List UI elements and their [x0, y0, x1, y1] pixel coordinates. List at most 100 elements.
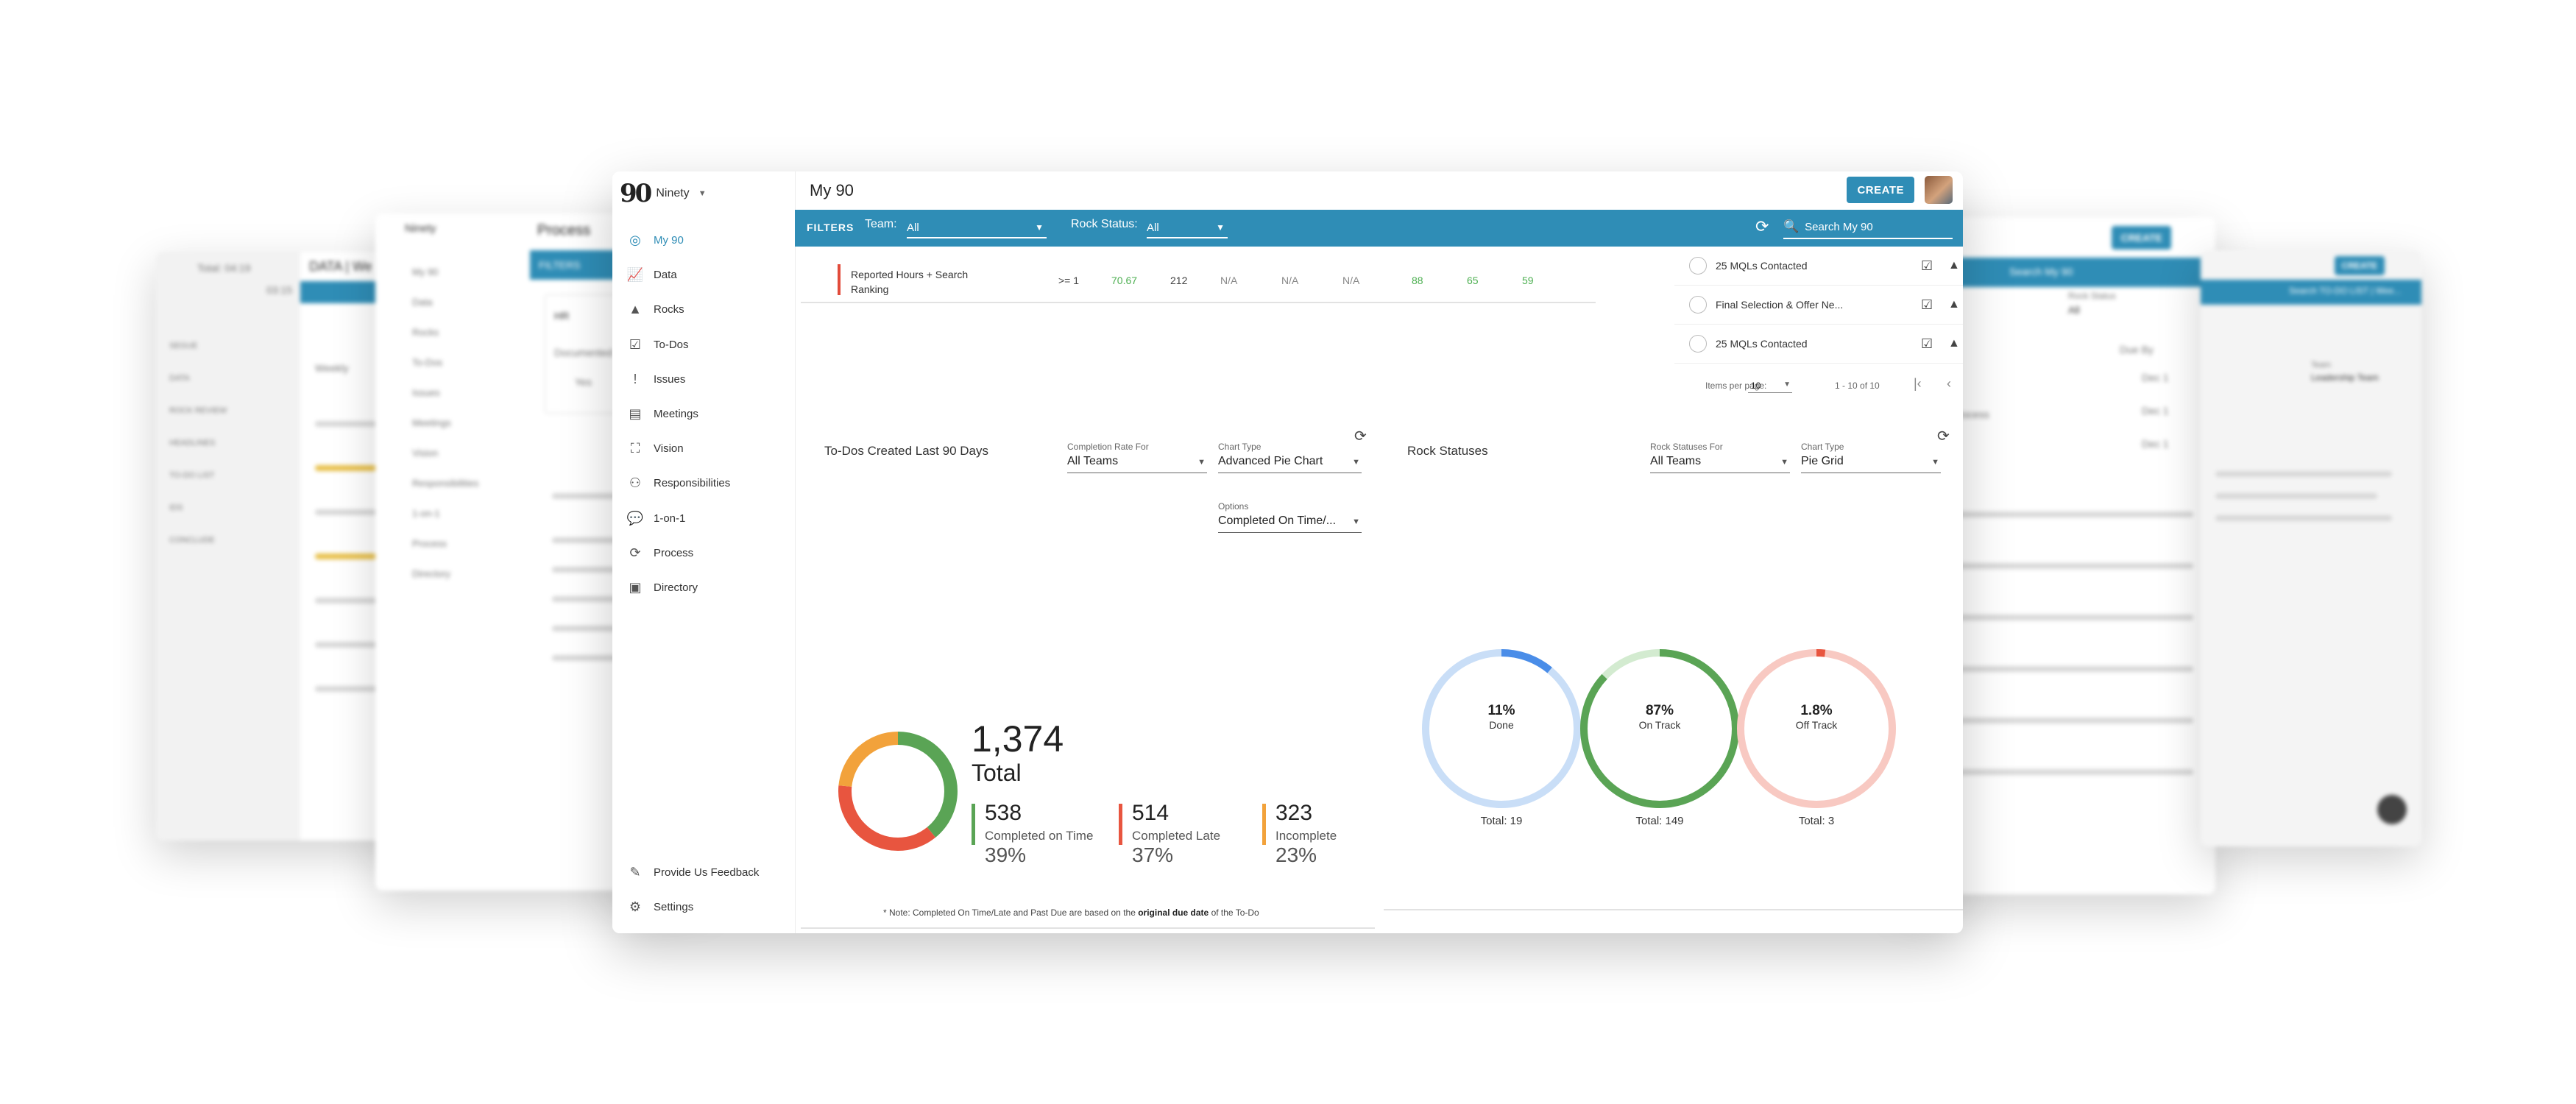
chevron-down-icon: ▼ [1352, 458, 1360, 467]
stat-color-bar [1262, 804, 1266, 845]
complete-circle-icon[interactable] [1689, 335, 1707, 353]
metric-title: Reported Hours + Search Ranking [851, 269, 969, 295]
exclamation-icon: ! [633, 371, 637, 386]
rock-status-ring: 1.8% Off Track Total: 3 [1732, 644, 1901, 827]
bg-due-by: Due By [2120, 344, 2154, 355]
stat-label: Completed on Time [985, 829, 1094, 843]
chevron-down-icon: ▼ [1780, 458, 1788, 467]
prev-page-icon[interactable]: ‹ [1947, 376, 1951, 391]
bg-due-date: Dec 1 [2142, 372, 2169, 383]
meeting-agenda-item: HEADLINES [169, 439, 216, 447]
avatar[interactable] [1925, 176, 1953, 204]
sidebar-item-directory[interactable]: ▣ Directory [612, 570, 795, 605]
ring-label: Off Track [1795, 719, 1838, 731]
metric-value: 88 [1412, 275, 1423, 286]
scorecard-row[interactable]: Reported Hours + Search Ranking >= 1 70.… [838, 261, 1559, 301]
meeting-total: Total: 04:19 [197, 262, 251, 274]
metric-value: 70.67 [1111, 275, 1138, 286]
completion-rate-value: All Teams [1067, 455, 1119, 467]
sidebar-item-responsibilities[interactable]: ⚇ Responsibilities [612, 466, 795, 500]
sidebar-item-label: To-Dos [654, 338, 689, 351]
metric-value: 59 [1522, 275, 1534, 286]
process-nav-item: Process [412, 538, 447, 549]
refresh-icon[interactable]: ⟳ [1937, 428, 1950, 445]
divider [801, 302, 1596, 303]
metric-goal: >= 1 [1058, 275, 1080, 286]
first-page-icon[interactable]: |‹ [1914, 376, 1922, 391]
stat-percent: 37% [1132, 843, 1174, 866]
sidebar-item-settings[interactable]: ⚙ Settings [612, 890, 795, 924]
meeting-agenda-item: SEGUE [169, 342, 198, 350]
sidebar-nav: ◎ My 90 📈 Data ▲ Rocks ☑ To-Dos! Issues ▤ Meetings… [612, 223, 795, 605]
checkbox-icon: ☑ [1921, 297, 1933, 312]
ring-label: On Track [1638, 719, 1681, 731]
process-nav-item: Rocks [412, 327, 439, 338]
sidebar-item-meetings[interactable]: ▤ Meetings [612, 397, 795, 431]
list-item[interactable]: Final Selection & Offer Ne...☑▲Nov 19 [1674, 286, 1963, 325]
mountain-icon: ▲ [1948, 337, 1960, 350]
ring-chart [1737, 649, 1896, 808]
sidebar-item-data[interactable]: 📈 Data [612, 258, 795, 292]
sidebar-item-process[interactable]: ⟳ Process [612, 536, 795, 570]
meeting-agenda-item: CONCLUDE [169, 536, 215, 545]
process-documented: Documented [554, 347, 613, 358]
ring-center-label: 11% Done [1417, 703, 1586, 731]
mountain-icon: ▲ [629, 302, 642, 317]
sidebar-item-vision[interactable]: ⛶ Vision [612, 431, 795, 466]
bg-far-team-label: Team [2311, 361, 2331, 369]
divider [801, 927, 1375, 929]
rock-status-filter-select[interactable]: All ▼ [1147, 218, 1228, 238]
sidebar-item-1-on-1[interactable]: 💬 1-on-1 [612, 501, 795, 536]
todo-chart-type-label: Chart Type [1218, 442, 1262, 452]
process-nav-item: Meetings [412, 417, 451, 428]
process-brand: Ninety [405, 222, 436, 235]
team-filter-select[interactable]: All ▼ [907, 218, 1047, 238]
sidebar-item-my-90[interactable]: ◎ My 90 [612, 223, 795, 258]
main-window: 90 Ninety ▼ ◎ My 90 📈 Data ▲ Rocks ☑ To-Dos! Iss… [612, 171, 1963, 933]
rock-chart-type-select[interactable]: Pie Grid ▼ [1801, 455, 1941, 473]
options-select[interactable]: Completed On Time/... ▼ [1218, 514, 1362, 533]
completion-rate-select[interactable]: All Teams ▼ [1067, 455, 1207, 473]
process-nav-item: Vision [412, 447, 439, 459]
stat-color-bar [972, 804, 975, 845]
ring-percent: 87% [1645, 703, 1674, 718]
create-button[interactable]: CREATE [1847, 177, 1914, 203]
filter-bar: FILTERS Team: All ▼ Rock Status: All ▼ ⟳… [795, 210, 1963, 247]
ninety-logo: 90 [620, 179, 652, 208]
brand-name: Ninety [656, 187, 690, 199]
complete-circle-icon[interactable] [1689, 257, 1707, 275]
dashboard-content: Reported Hours + Search Ranking >= 1 70.… [795, 247, 1963, 933]
sidebar-item-issues[interactable]: ! Issues [612, 362, 795, 397]
complete-circle-icon[interactable] [1689, 296, 1707, 314]
rock-for-select[interactable]: All Teams ▼ [1650, 455, 1790, 473]
ring-arc-off-track [1737, 649, 1896, 808]
sidebar-item-label: Vision [654, 442, 684, 456]
sidebar: 90 Ninety ▼ ◎ My 90 📈 Data ▲ Rocks ☑ To-Dos! Iss… [612, 171, 796, 933]
search-input[interactable]: 🔍 Search My 90 [1783, 216, 1953, 239]
brand-switcher[interactable]: 90 Ninety ▼ [620, 179, 707, 208]
sidebar-item-label: Rocks [654, 303, 684, 316]
sidebar-item-provide-us-feedback[interactable]: ✎ Provide Us Feedback [612, 855, 795, 890]
todo-chart-type-select[interactable]: Advanced Pie Chart ▼ [1218, 455, 1362, 473]
list-item[interactable]: 25 MQLs Contacted☑▲Nov 26 [1674, 325, 1963, 364]
refresh-icon[interactable]: ⟳ [1755, 217, 1769, 236]
sidebar-item-rocks[interactable]: ▲ Rocks [612, 292, 795, 327]
donut-slice-completed-late [838, 732, 958, 851]
metric-value: N/A [1220, 275, 1238, 286]
process-nav-item: 1-on-1 [412, 508, 440, 519]
chevron-down-icon: ▼ [1783, 381, 1791, 389]
chevron-down-icon: ▼ [1216, 222, 1225, 233]
chevron-down-icon: ▼ [1035, 222, 1044, 233]
refresh-icon[interactable]: ⟳ [1354, 428, 1367, 445]
sidebar-item-label: Responsibilities [654, 477, 731, 490]
team-filter-value: All [907, 221, 919, 234]
bg-rock-status-value: All [2068, 304, 2080, 316]
todo-donut-chart [838, 732, 958, 851]
sidebar-item-to-dos[interactable]: ☑ To-Dos [612, 328, 795, 362]
rock-status-ring: 11% Done Total: 19 [1417, 644, 1586, 827]
items-per-page-select[interactable]: 10 ▼ [1748, 376, 1792, 393]
list-item[interactable]: 25 MQLs Contacted☑▲Oct 22 [1674, 247, 1963, 286]
bg-due-date: Dec 1 [2142, 405, 2169, 417]
process-yes: Yes [575, 376, 592, 388]
chevron-down-icon: ▼ [1931, 458, 1939, 467]
